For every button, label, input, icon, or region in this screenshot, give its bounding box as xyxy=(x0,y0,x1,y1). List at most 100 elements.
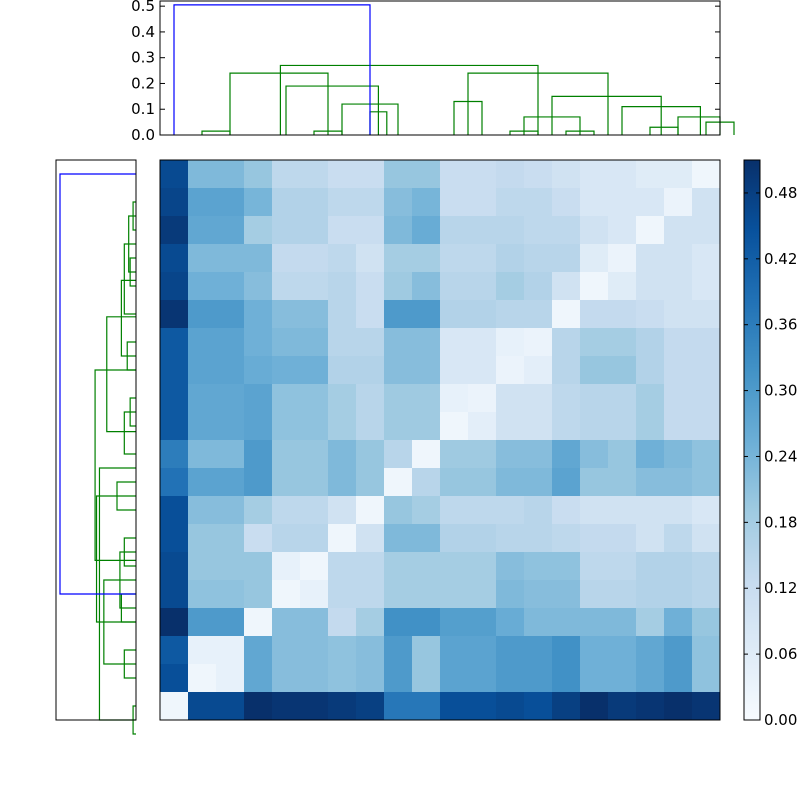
heatmap-cell xyxy=(384,580,413,609)
heatmap-cell xyxy=(552,552,581,581)
y-tick-label: 0.2 xyxy=(131,74,155,92)
heatmap-cell xyxy=(440,328,469,357)
heatmap-cell xyxy=(496,244,525,273)
heatmap-cell xyxy=(356,356,385,385)
heatmap-cell xyxy=(244,440,273,469)
heatmap-cell xyxy=(328,440,357,469)
heatmap-cell xyxy=(496,552,525,581)
heatmap-cell xyxy=(636,272,665,301)
heatmap-cell xyxy=(272,636,301,665)
heatmap-cell xyxy=(216,412,245,441)
heatmap-cell xyxy=(580,468,609,497)
heatmap-cell xyxy=(524,384,553,413)
heatmap-cell xyxy=(272,440,301,469)
y-tick-label: 0.5 xyxy=(131,0,155,15)
heatmap-cell xyxy=(636,608,665,637)
heatmap-cell xyxy=(692,244,721,273)
heatmap-cell xyxy=(636,356,665,385)
heatmap-cell xyxy=(188,272,217,301)
dendrogram-link xyxy=(551,95,662,135)
left-dendrogram xyxy=(59,173,136,735)
top-dendrogram-y-axis: 0.0 0.1 0.2 0.3 0.4 0.5 xyxy=(131,0,720,144)
heatmap-cell xyxy=(384,244,413,273)
heatmap-cell xyxy=(692,524,721,553)
heatmap-cell xyxy=(272,468,301,497)
heatmap-cell xyxy=(328,552,357,581)
dendrogram-link xyxy=(120,279,136,357)
heatmap-cell xyxy=(272,412,301,441)
heatmap-cell xyxy=(440,664,469,693)
heatmap-cell xyxy=(636,496,665,525)
heatmap-cell xyxy=(496,468,525,497)
heatmap-cell xyxy=(160,412,189,441)
heatmap-cell xyxy=(328,580,357,609)
heatmap-cell xyxy=(440,356,469,385)
heatmap-cell xyxy=(468,412,497,441)
heatmap-cell xyxy=(580,328,609,357)
colorbar-gradient xyxy=(744,160,760,720)
heatmap-cell xyxy=(552,468,581,497)
heatmap-cell xyxy=(692,440,721,469)
dendrogram-link xyxy=(649,126,679,135)
heatmap-cell xyxy=(580,440,609,469)
heatmap-cell xyxy=(552,160,581,189)
heatmap-cell xyxy=(692,580,721,609)
heatmap-cell xyxy=(300,412,329,441)
heatmap-cell xyxy=(552,496,581,525)
heatmap-cell xyxy=(440,636,469,665)
dendrogram-link xyxy=(106,316,136,433)
heatmap-cell xyxy=(524,356,553,385)
heatmap-cell xyxy=(160,384,189,413)
heatmap-cell xyxy=(524,552,553,581)
heatmap-cell xyxy=(412,412,441,441)
heatmap-cell xyxy=(608,608,637,637)
heatmap-cell xyxy=(244,412,273,441)
heatmap-cell xyxy=(356,580,385,609)
heatmap-cell xyxy=(384,356,413,385)
heatmap-cell xyxy=(328,412,357,441)
colorbar-tick-label: 0.06 xyxy=(764,645,797,663)
heatmap-cell xyxy=(328,160,357,189)
heatmap-cell xyxy=(496,412,525,441)
heatmap-cell xyxy=(580,636,609,665)
dendrogram-link xyxy=(173,4,371,135)
heatmap-cell xyxy=(524,160,553,189)
heatmap-cell xyxy=(244,356,273,385)
heatmap-cell xyxy=(496,356,525,385)
heatmap-cell xyxy=(188,608,217,637)
top-dendrogram xyxy=(173,4,735,135)
heatmap-cell xyxy=(384,636,413,665)
heatmap-cell xyxy=(552,580,581,609)
heatmap-cell xyxy=(412,580,441,609)
heatmap-cell xyxy=(356,440,385,469)
heatmap-cell xyxy=(356,468,385,497)
heatmap-cell xyxy=(356,384,385,413)
heatmap-cell xyxy=(356,524,385,553)
heatmap-cell xyxy=(608,356,637,385)
heatmap-cell xyxy=(496,188,525,217)
heatmap-cell xyxy=(328,188,357,217)
heatmap-cell xyxy=(608,272,637,301)
heatmap-cell xyxy=(188,636,217,665)
heatmap-cell xyxy=(524,216,553,245)
heatmap-cell xyxy=(468,188,497,217)
heatmap-cell xyxy=(216,244,245,273)
heatmap-cell xyxy=(328,636,357,665)
heatmap-cell xyxy=(496,496,525,525)
heatmap-cell xyxy=(272,160,301,189)
heatmap-cell xyxy=(356,552,385,581)
heatmap-matrix xyxy=(160,160,721,721)
heatmap-cell xyxy=(216,524,245,553)
heatmap-cell xyxy=(608,468,637,497)
heatmap-cell xyxy=(468,440,497,469)
heatmap-cell xyxy=(440,692,469,721)
heatmap-cell xyxy=(664,356,693,385)
heatmap-cell xyxy=(188,244,217,273)
heatmap-cell xyxy=(244,160,273,189)
heatmap-cell xyxy=(468,160,497,189)
heatmap-cell xyxy=(580,496,609,525)
heatmap-cell xyxy=(300,692,329,721)
heatmap-cell xyxy=(608,412,637,441)
heatmap-cell xyxy=(440,440,469,469)
colorbar-tick-label: 0.00 xyxy=(764,711,797,729)
